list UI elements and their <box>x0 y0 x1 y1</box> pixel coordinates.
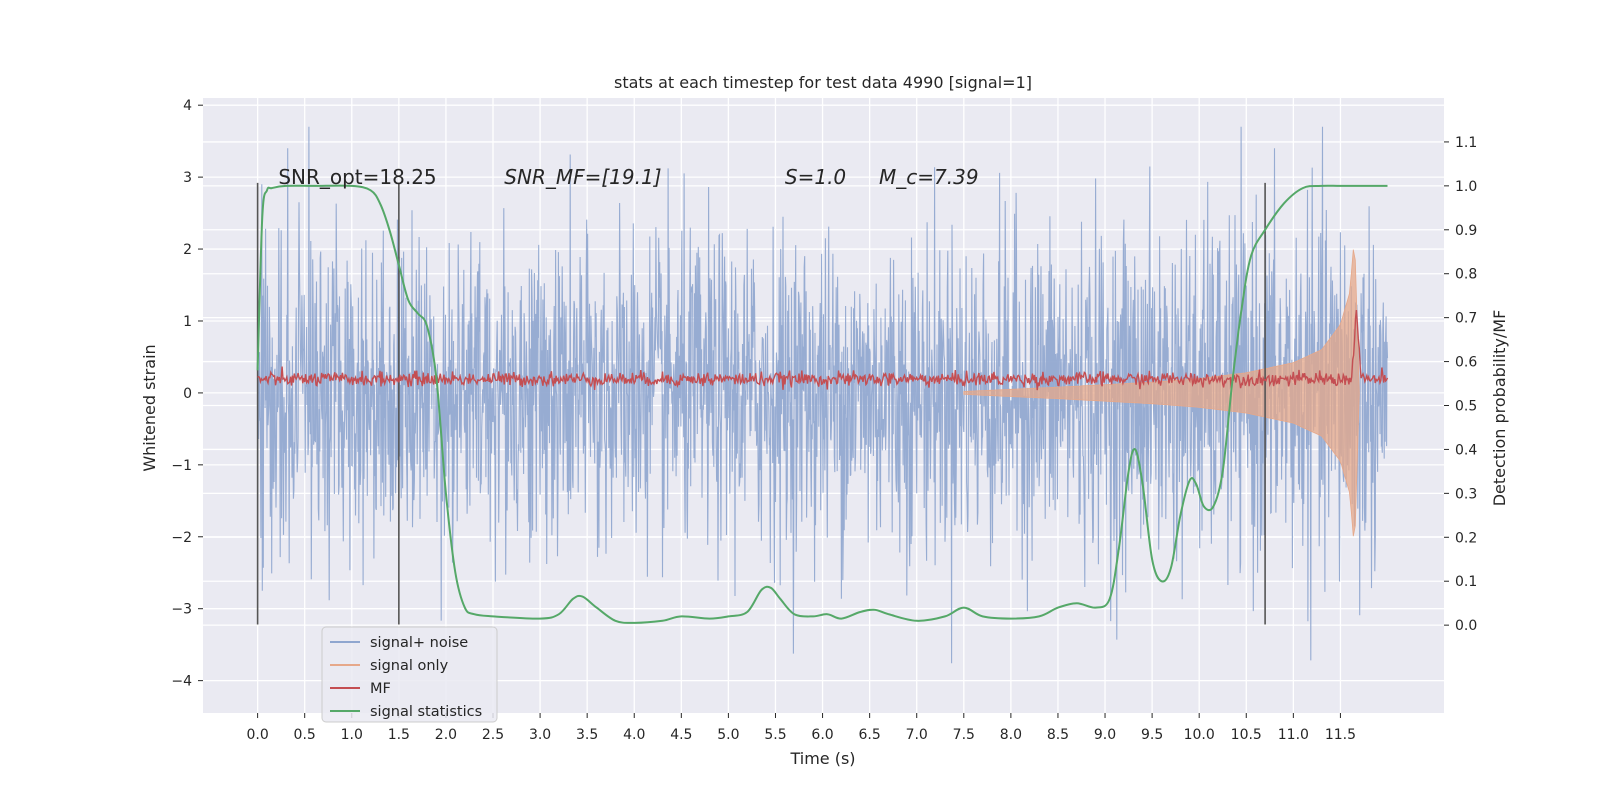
y2-tick-label: 0.9 <box>1455 223 1477 239</box>
x-tick-label: 11.0 <box>1278 727 1309 743</box>
x-tick-label: 1.5 <box>388 727 410 743</box>
legend: signal+ noise signal only MF signal stat… <box>321 626 498 723</box>
x-tick-label: 4.5 <box>670 727 692 743</box>
x-axis-ticks: 0.0 0.5 1.0 1.5 2.0 2.5 3.0 3.5 4.0 4.5 5.0 5.5 6.0 6… <box>246 713 1356 743</box>
x-tick-label: 5.0 <box>717 727 739 743</box>
y2-tick-label: 0.7 <box>1455 311 1477 327</box>
y-axis-ticks: −4 −3 −2 −1 0 1 2 3 4 <box>171 98 203 690</box>
segment-markers <box>256 182 1266 625</box>
chart-title: stats at each timestep for test data 499… <box>614 73 1032 92</box>
legend-label-signal-statistics: signal statistics <box>370 704 482 720</box>
x-tick-label: 10.0 <box>1184 727 1215 743</box>
legend-label-signal-only: signal only <box>370 658 449 674</box>
y2-tick-label: 1.1 <box>1455 135 1477 151</box>
y2-tick-label: 0.3 <box>1455 486 1477 502</box>
signal-noise-line <box>257 126 1389 664</box>
x-tick-label: 7.0 <box>906 727 928 743</box>
y-axis-title: Whitened strain <box>140 344 159 471</box>
y2-tick-label: 0.0 <box>1455 618 1477 634</box>
annotations: SNR_opt=18.25 SNR_MF=[19.1] S=1.0 M_c=7.… <box>278 165 978 189</box>
annotation-snr-opt: SNR_opt=18.25 <box>278 165 436 189</box>
x-axis-title: Time (s) <box>789 749 855 768</box>
x-tick-label: 8.5 <box>1047 727 1069 743</box>
x-tick-label: 6.5 <box>859 727 881 743</box>
mf-series <box>257 310 1389 391</box>
annotation-mc: M_c=7.39 <box>879 165 979 189</box>
y-tick-label: −1 <box>171 458 192 474</box>
y2-tick-label: 0.1 <box>1455 574 1477 590</box>
annotation-snr-mf: SNR_MF=[19.1] <box>504 165 661 189</box>
legend-label-mf: MF <box>370 681 391 697</box>
x-tick-label: 7.5 <box>953 727 975 743</box>
y-tick-label: 3 <box>183 170 192 186</box>
x-tick-label: 3.0 <box>529 727 551 743</box>
y-tick-label: 1 <box>183 314 192 330</box>
x-tick-label: 5.5 <box>764 727 786 743</box>
x-tick-label: 9.0 <box>1094 727 1116 743</box>
x-tick-label: 1.0 <box>341 727 363 743</box>
x-tick-label: 3.5 <box>576 727 598 743</box>
signal-statistics-series <box>256 184 1388 624</box>
x-tick-label: 0.0 <box>246 727 268 743</box>
y2-tick-label: 0.4 <box>1455 442 1477 458</box>
y2-tick-label: 1.0 <box>1455 179 1477 195</box>
annotation-s: S=1.0 <box>785 165 846 189</box>
x-tick-label: 8.0 <box>1000 727 1022 743</box>
y2-tick-label: 0.8 <box>1455 267 1477 283</box>
y-tick-label: −2 <box>171 530 192 546</box>
y-tick-label: 4 <box>183 98 192 114</box>
x-tick-label: 4.0 <box>623 727 645 743</box>
signal-statistics-line <box>256 184 1388 624</box>
mf-line <box>257 310 1389 391</box>
y-tick-label: −4 <box>171 674 192 690</box>
x-tick-label: 2.5 <box>482 727 504 743</box>
x-tick-label: 0.5 <box>294 727 316 743</box>
x-tick-label: 10.5 <box>1231 727 1262 743</box>
y-tick-label: 0 <box>183 386 192 402</box>
x-tick-label: 6.0 <box>811 727 833 743</box>
y2-tick-label: 0.5 <box>1455 399 1477 415</box>
legend-box <box>321 626 498 723</box>
y-tick-label: −3 <box>171 602 192 618</box>
signal-only-series <box>963 249 1360 537</box>
y2-tick-label: 0.6 <box>1455 355 1477 371</box>
y-tick-label: 2 <box>183 242 192 258</box>
x-tick-label: 9.5 <box>1141 727 1163 743</box>
y2-tick-label: 0.2 <box>1455 530 1477 546</box>
y2-axis-ticks: 0.0 0.1 0.2 0.3 0.4 0.5 0.6 0.7 0.8 0.9 1.0 1.1 <box>1444 135 1477 634</box>
x-tick-label: 11.5 <box>1325 727 1356 743</box>
signal-noise-series <box>257 126 1389 664</box>
y2-axis-title: Detection probability/MF <box>1490 310 1509 507</box>
legend-label-signal-noise: signal+ noise <box>370 635 468 651</box>
x-tick-label: 2.0 <box>435 727 457 743</box>
signal-only-area <box>963 249 1360 537</box>
